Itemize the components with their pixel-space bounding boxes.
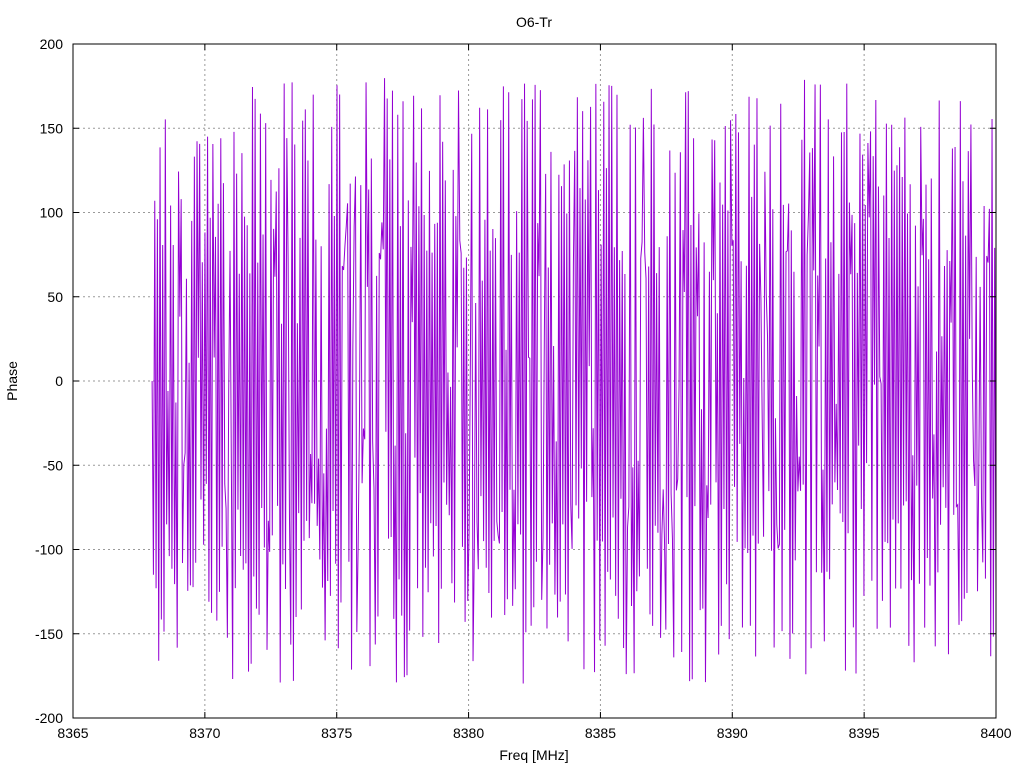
y-tick-label: -200 bbox=[35, 710, 63, 726]
x-tick-label: 8400 bbox=[980, 725, 1011, 741]
y-tick-label: -100 bbox=[35, 542, 63, 558]
y-tick-label: 50 bbox=[47, 289, 63, 305]
x-tick-label: 8385 bbox=[585, 725, 616, 741]
x-tick-label: 8395 bbox=[849, 725, 880, 741]
data-series bbox=[151, 78, 997, 684]
y-tick-label: -50 bbox=[43, 457, 63, 473]
phase-series-line bbox=[151, 78, 997, 684]
y-tick-label: -150 bbox=[35, 626, 63, 642]
x-tick-labels: 8365 8370 8375 8380 8385 8390 8395 8400 bbox=[57, 725, 1011, 741]
x-tick-label: 8370 bbox=[189, 725, 220, 741]
y-tick-label: 0 bbox=[55, 373, 63, 389]
x-tick-label: 8365 bbox=[57, 725, 88, 741]
x-axis-label: Freq [MHz] bbox=[499, 747, 568, 763]
chart-title: O6-Tr bbox=[516, 14, 552, 30]
y-tick-label: 150 bbox=[40, 120, 64, 136]
y-axis-label: Phase bbox=[4, 361, 20, 401]
y-tick-label: 200 bbox=[40, 36, 64, 52]
y-tick-labels: 200 150 100 50 0 -50 -100 -150 -200 bbox=[35, 36, 63, 726]
x-tick-label: 8375 bbox=[321, 725, 352, 741]
y-tick-label: 100 bbox=[40, 205, 64, 221]
axis-ticks bbox=[72, 43, 997, 719]
x-tick-label: 8380 bbox=[453, 725, 484, 741]
x-tick-label: 8390 bbox=[717, 725, 748, 741]
